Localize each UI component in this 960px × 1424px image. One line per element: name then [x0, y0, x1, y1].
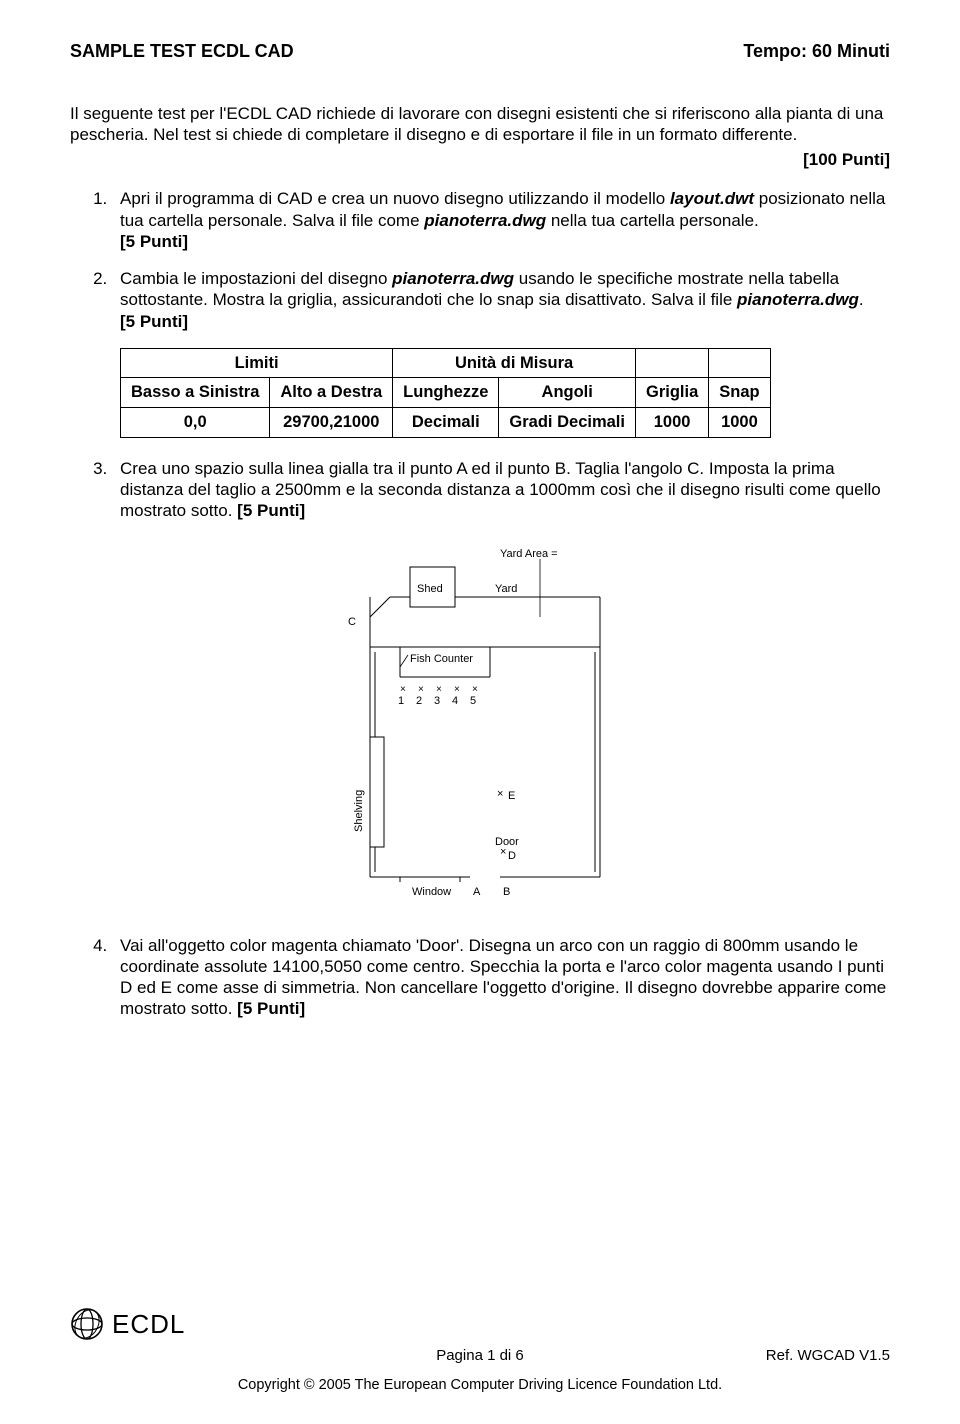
- th-snap: Snap: [709, 378, 770, 408]
- question-list-3: Vai all'oggetto color magenta chiamato '…: [70, 935, 890, 1020]
- lbl-shed: Shed: [417, 583, 443, 595]
- svg-text:×: ×: [454, 684, 460, 695]
- lbl-n5: 5: [470, 695, 476, 707]
- td-lung: Decimali: [393, 408, 499, 438]
- diagram-container: ×× ×× × × × Yard Area = Shed Yard Fish C…: [70, 537, 890, 922]
- page: SAMPLE TEST ECDL CAD Tempo: 60 Minuti Il…: [0, 0, 960, 1424]
- foot-spacer: [70, 1347, 270, 1366]
- svg-text:×: ×: [472, 684, 478, 695]
- table-row: 0,0 29700,21000 Decimali Gradi Decimali …: [121, 408, 771, 438]
- table-row: Basso a Sinistra Alto a Destra Lunghezze…: [121, 378, 771, 408]
- table-row: Limiti Unità di Misura: [121, 348, 771, 378]
- globe-icon: [70, 1307, 104, 1341]
- q2-file-1: pianoterra.dwg: [392, 269, 514, 288]
- question-1: Apri il programma di CAD e crea un nuovo…: [112, 188, 890, 252]
- lbl-n4: 4: [452, 695, 458, 707]
- q4-text: Vai all'oggetto color magenta chiamato '…: [120, 936, 886, 1019]
- header-right: Tempo: 60 Minuti: [743, 40, 890, 63]
- question-2: Cambia le impostazioni del disegno piano…: [112, 268, 890, 332]
- lbl-d: D: [508, 850, 516, 862]
- total-points: [100 Punti]: [70, 149, 890, 170]
- q1-file-1: layout.dwt: [670, 189, 754, 208]
- page-header: SAMPLE TEST ECDL CAD Tempo: 60 Minuti: [70, 40, 890, 63]
- question-list: Apri il programma di CAD e crea un nuovo…: [70, 188, 890, 332]
- lbl-n3: 3: [434, 695, 440, 707]
- lbl-fish: Fish Counter: [410, 653, 473, 665]
- th-lung: Lunghezze: [393, 378, 499, 408]
- intro-paragraph: Il seguente test per l'ECDL CAD richiede…: [70, 103, 890, 146]
- th-blank-2: [709, 348, 770, 378]
- limits-table: Limiti Unità di Misura Basso a Sinistra …: [120, 348, 771, 438]
- th-blank-1: [635, 348, 708, 378]
- question-4: Vai all'oggetto color magenta chiamato '…: [112, 935, 890, 1020]
- q3-points: [5 Punti]: [237, 501, 305, 520]
- lbl-yard: Yard: [495, 583, 517, 595]
- q1-text-a: Apri il programma di CAD e crea un nuovo…: [120, 189, 670, 208]
- td-basso: 0,0: [121, 408, 270, 438]
- th-limiti: Limiti: [121, 348, 393, 378]
- th-basso: Basso a Sinistra: [121, 378, 270, 408]
- q1-file-2: pianoterra.dwg: [424, 211, 546, 230]
- q2-points: [5 Punti]: [120, 312, 188, 331]
- lbl-yard-area: Yard Area =: [500, 548, 558, 560]
- lbl-door: Door: [495, 836, 519, 848]
- th-alto: Alto a Destra: [270, 378, 393, 408]
- td-alto: 29700,21000: [270, 408, 393, 438]
- q2-text-a: Cambia le impostazioni del disegno: [120, 269, 392, 288]
- svg-text:×: ×: [436, 684, 442, 695]
- lbl-e: E: [508, 790, 515, 802]
- q2-file-2: pianoterra.dwg: [737, 290, 859, 309]
- lbl-a: A: [473, 886, 481, 898]
- floorplan-diagram: ×× ×× × × × Yard Area = Shed Yard Fish C…: [300, 537, 660, 917]
- svg-text:×: ×: [497, 788, 503, 800]
- td-snap: 1000: [709, 408, 770, 438]
- q1-text-e: nella tua cartella personale.: [546, 211, 759, 230]
- page-number: Pagina 1 di 6: [270, 1347, 690, 1366]
- ref-code: Ref. WGCAD V1.5: [690, 1347, 890, 1366]
- footer-line: Pagina 1 di 6 Ref. WGCAD V1.5: [70, 1347, 890, 1366]
- question-list-2: Crea uno spazio sulla linea gialla tra i…: [70, 458, 890, 522]
- th-grig: Griglia: [635, 378, 708, 408]
- th-unita: Unità di Misura: [393, 348, 636, 378]
- copyright-text: Copyright © 2005 The European Computer D…: [70, 1376, 890, 1394]
- lbl-c: C: [348, 616, 356, 628]
- svg-text:×: ×: [418, 684, 424, 695]
- lbl-shelving: Shelving: [353, 790, 365, 832]
- question-3: Crea uno spazio sulla linea gialla tra i…: [112, 458, 890, 522]
- lbl-b: B: [503, 886, 510, 898]
- td-ang: Gradi Decimali: [499, 408, 636, 438]
- page-footer: ECDL Pagina 1 di 6 Ref. WGCAD V1.5 Copyr…: [70, 1307, 890, 1394]
- lbl-n1: 1: [398, 695, 404, 707]
- q2-text-e: .: [859, 290, 864, 309]
- q4-points: [5 Punti]: [237, 999, 305, 1018]
- header-left: SAMPLE TEST ECDL CAD: [70, 40, 294, 63]
- td-grig: 1000: [635, 408, 708, 438]
- svg-text:×: ×: [400, 684, 406, 695]
- ecdl-logo-text: ECDL: [112, 1308, 185, 1341]
- lbl-n2: 2: [416, 695, 422, 707]
- ecdl-logo: ECDL: [70, 1307, 890, 1341]
- th-ang: Angoli: [499, 378, 636, 408]
- lbl-window: Window: [412, 886, 451, 898]
- q1-points: [5 Punti]: [120, 232, 188, 251]
- q3-text: Crea uno spazio sulla linea gialla tra i…: [120, 459, 881, 521]
